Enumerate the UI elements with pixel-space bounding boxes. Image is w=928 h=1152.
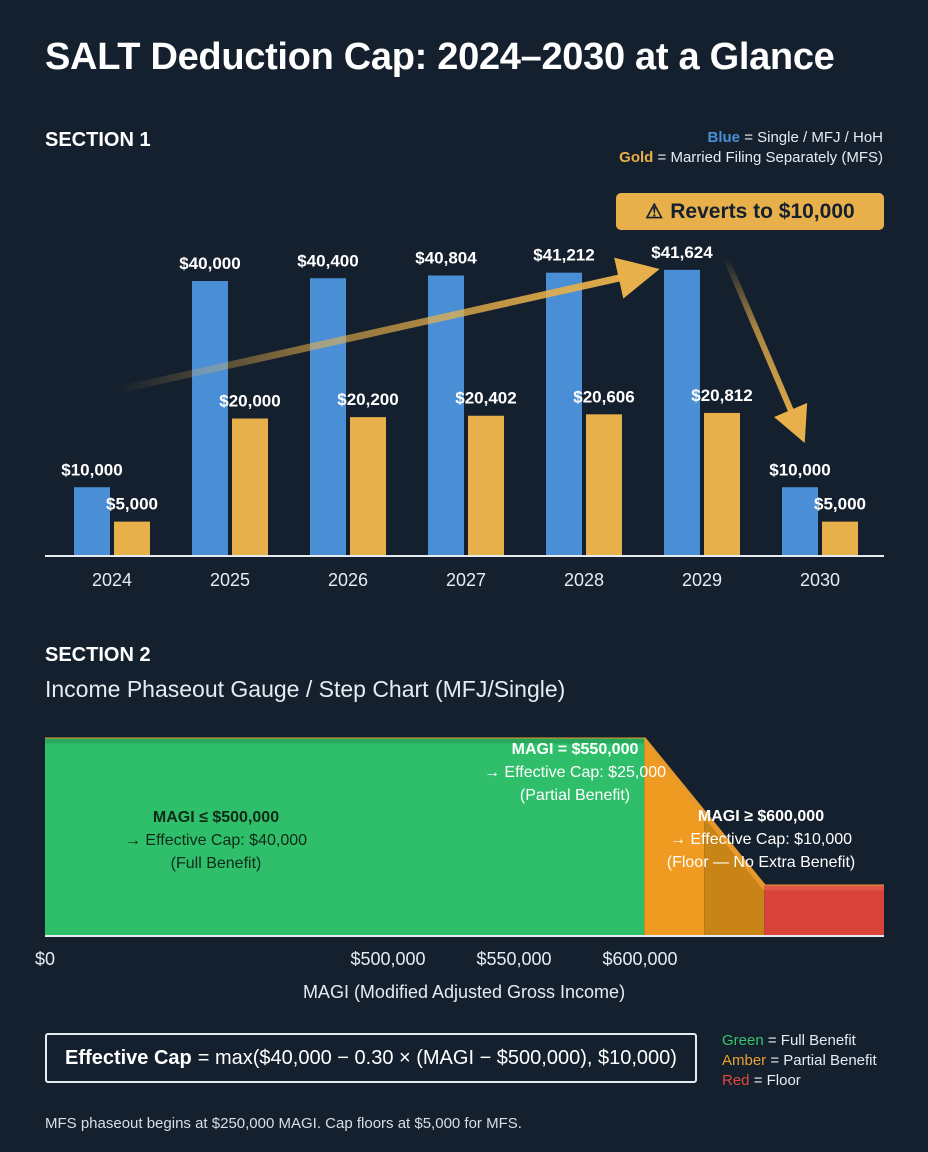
blue-value-label-2028: $41,212 bbox=[533, 246, 594, 265]
gold-bar-2024 bbox=[114, 521, 150, 556]
full-benefit-zone bbox=[45, 740, 645, 936]
blue-bar-2030 bbox=[782, 487, 818, 556]
bar-chart-legend: Blue = Single / MFJ / HoH Gold = Married… bbox=[619, 128, 883, 168]
legend-blue-key: Blue bbox=[707, 129, 741, 146]
full-annotation-note: (Full Benefit) bbox=[171, 855, 262, 872]
formula-expression: = max($40,000 − 0.30 × (MAGI − $500,000)… bbox=[197, 1046, 677, 1069]
partial-benefit-zone-upper bbox=[644, 740, 705, 936]
floor-annotation-note: (Floor — No Extra Benefit) bbox=[667, 854, 856, 871]
blue-value-label-2029: $41,624 bbox=[651, 243, 713, 262]
revert-arrow bbox=[723, 256, 808, 444]
warning-triangle-icon: ⚠ bbox=[645, 201, 664, 223]
legend-red-text: = Floor bbox=[753, 1072, 801, 1089]
legend-gold-key: Gold bbox=[619, 149, 654, 166]
full-annotation-title: MAGI ≤ $500,000 bbox=[153, 809, 279, 826]
blue-value-label-2025: $40,000 bbox=[179, 254, 240, 273]
footnote: MFS phaseout begins at $250,000 MAGI. Ca… bbox=[45, 1115, 522, 1132]
legend-green-entry: Green = Full Benefit bbox=[722, 1031, 877, 1051]
callout-text: Reverts to $10,000 bbox=[670, 199, 855, 223]
blue-bar-2024 bbox=[74, 487, 110, 556]
bar-chart: $10,000 $5,000 $40,000 $20,000 $40,400 $20,20… bbox=[45, 243, 884, 590]
gold-bar-2028 bbox=[586, 414, 622, 556]
gold-bar-2029 bbox=[704, 412, 740, 556]
gold-value-label-2028: $20,606 bbox=[573, 387, 634, 406]
x-tick-2028: 2028 bbox=[564, 570, 604, 590]
full-annotation-cap: → Effective Cap: $40,000 bbox=[125, 832, 307, 849]
gold-value-label-2030: $5,000 bbox=[814, 495, 866, 514]
partial-benefit-zone-lower bbox=[704, 813, 765, 936]
gold-bar-2030 bbox=[822, 521, 858, 556]
phaseout-subtitle: Income Phaseout Gauge / Step Chart (MFJ/… bbox=[45, 676, 566, 702]
gauge-tick-600k: $600,000 bbox=[602, 949, 677, 969]
blue-bar-2028 bbox=[546, 272, 582, 556]
formula-label: Effective Cap bbox=[65, 1046, 192, 1069]
gold-value-label-2027: $20,402 bbox=[455, 389, 516, 408]
partial-annotation-title: MAGI = $550,000 bbox=[512, 741, 639, 758]
blue-value-label-2030: $10,000 bbox=[769, 460, 830, 479]
revert-callout: ⚠ Reverts to $10,000 bbox=[616, 193, 884, 230]
section-2-label: SECTION 2 bbox=[45, 644, 151, 666]
legend-red-entry: Red = Floor bbox=[722, 1071, 877, 1091]
gold-value-label-2025: $20,000 bbox=[219, 392, 280, 411]
blue-value-label-2027: $40,804 bbox=[415, 248, 477, 267]
legend-amber-text: = Partial Benefit bbox=[770, 1052, 877, 1069]
blue-value-label-2026: $40,400 bbox=[297, 251, 358, 270]
x-tick-2029: 2029 bbox=[682, 570, 722, 590]
formula-box: Effective Cap = max($40,000 − 0.30 × (MA… bbox=[45, 1033, 697, 1083]
legend-blue-text: = Single / MFJ / HoH bbox=[744, 129, 883, 146]
blue-bar-2026 bbox=[310, 278, 346, 556]
x-tick-2024: 2024 bbox=[92, 570, 132, 590]
x-tick-2027: 2027 bbox=[446, 570, 486, 590]
x-tick-2030: 2030 bbox=[800, 570, 840, 590]
legend-gold-entry: Gold = Married Filing Separately (MFS) bbox=[619, 148, 883, 168]
blue-bar-2029 bbox=[664, 269, 700, 556]
gauge-tick-550k: $550,000 bbox=[476, 949, 551, 969]
legend-green-text: = Full Benefit bbox=[767, 1032, 856, 1049]
legend-green-key: Green bbox=[722, 1032, 764, 1049]
legend-red-key: Red bbox=[722, 1072, 750, 1089]
legend-amber-entry: Amber = Partial Benefit bbox=[722, 1051, 877, 1071]
phaseout-legend: Green = Full Benefit Amber = Partial Ben… bbox=[722, 1031, 877, 1091]
gauge-x-label: MAGI (Modified Adjusted Gross Income) bbox=[303, 982, 625, 1002]
gold-value-label-2029: $20,812 bbox=[691, 386, 752, 405]
section-1-label: SECTION 1 bbox=[45, 129, 151, 151]
partial-annotation-cap: → Effective Cap: $25,000 bbox=[484, 764, 666, 781]
legend-amber-key: Amber bbox=[722, 1052, 767, 1069]
x-tick-2026: 2026 bbox=[328, 570, 368, 590]
gauge-tick-500k: $500,000 bbox=[350, 949, 425, 969]
legend-gold-text: = Married Filing Separately (MFS) bbox=[657, 149, 883, 166]
page-title: SALT Deduction Cap: 2024–2030 at a Glanc… bbox=[45, 36, 835, 78]
legend-blue-entry: Blue = Single / MFJ / HoH bbox=[619, 128, 883, 148]
gold-bar-2027 bbox=[468, 415, 504, 556]
partial-annotation-note: (Partial Benefit) bbox=[520, 787, 630, 804]
x-tick-2025: 2025 bbox=[210, 570, 250, 590]
gold-value-label-2024: $5,000 bbox=[106, 495, 158, 514]
blue-bar-2025 bbox=[192, 281, 228, 556]
trend-arrow bbox=[117, 257, 660, 394]
blue-value-label-2024: $10,000 bbox=[61, 460, 122, 479]
gauge-tick-0: $0 bbox=[35, 949, 55, 969]
gold-bar-2026 bbox=[350, 417, 386, 556]
floor-annotation-title: MAGI ≥ $600,000 bbox=[698, 808, 824, 825]
gold-value-label-2026: $20,200 bbox=[337, 390, 398, 409]
gold-bar-2025 bbox=[232, 418, 268, 556]
floor-zone bbox=[764, 887, 884, 936]
floor-annotation-cap: → Effective Cap: $10,000 bbox=[670, 831, 852, 848]
